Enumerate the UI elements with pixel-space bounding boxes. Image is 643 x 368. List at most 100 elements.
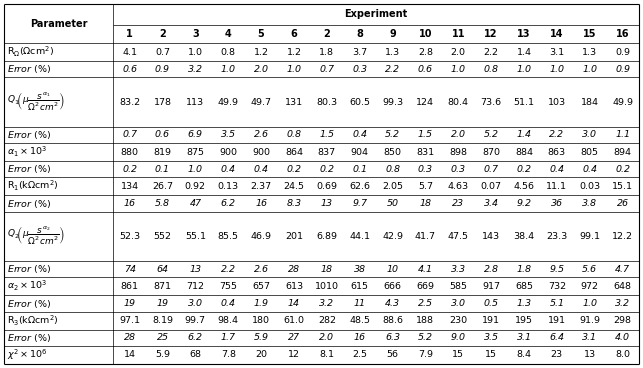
Text: 23: 23 [551, 350, 563, 360]
Text: 27: 27 [288, 333, 300, 342]
Text: $\mathit{Error}$ $\mathit{(\%)}$: $\mathit{Error}$ $\mathit{(\%)}$ [7, 263, 51, 275]
Text: 2.2: 2.2 [484, 47, 498, 57]
Text: 0.2: 0.2 [287, 165, 302, 174]
Text: 99.1: 99.1 [579, 232, 600, 241]
Text: 4.1: 4.1 [418, 265, 433, 274]
Text: 7.8: 7.8 [221, 350, 236, 360]
Text: 6: 6 [291, 29, 297, 39]
Text: 124: 124 [417, 98, 435, 107]
Text: 3.7: 3.7 [352, 47, 367, 57]
Text: 88.6: 88.6 [382, 316, 403, 325]
Text: 0.2: 0.2 [320, 165, 334, 174]
Text: 4.7: 4.7 [615, 265, 630, 274]
Text: 12.2: 12.2 [612, 232, 633, 241]
Text: 19: 19 [123, 299, 136, 308]
Text: 0.9: 0.9 [615, 47, 630, 57]
Text: 46.9: 46.9 [251, 232, 271, 241]
Text: 103: 103 [548, 98, 566, 107]
Text: 871: 871 [154, 282, 172, 291]
Text: 1.2: 1.2 [287, 47, 302, 57]
Text: 9.2: 9.2 [516, 199, 532, 208]
Text: 904: 904 [350, 148, 368, 157]
Text: 5.8: 5.8 [155, 199, 170, 208]
Text: 19: 19 [156, 299, 168, 308]
Text: 98.4: 98.4 [218, 316, 239, 325]
Text: 18: 18 [321, 265, 333, 274]
Text: 201: 201 [285, 232, 303, 241]
Text: 9.5: 9.5 [549, 265, 565, 274]
Text: 14: 14 [288, 299, 300, 308]
Text: 864: 864 [285, 148, 303, 157]
Text: 870: 870 [482, 148, 500, 157]
Text: 180: 180 [252, 316, 270, 325]
Text: 282: 282 [318, 316, 336, 325]
Text: 1.2: 1.2 [253, 47, 269, 57]
Text: 230: 230 [449, 316, 467, 325]
Text: 805: 805 [581, 148, 599, 157]
Text: 755: 755 [219, 282, 237, 291]
Text: 0.1: 0.1 [352, 165, 367, 174]
Text: 8.4: 8.4 [516, 350, 532, 360]
Text: 685: 685 [515, 282, 533, 291]
Text: 131: 131 [285, 98, 303, 107]
Text: 3.0: 3.0 [451, 299, 466, 308]
Text: 8: 8 [356, 29, 363, 39]
Text: 819: 819 [154, 148, 172, 157]
Text: $Q_2\!\left(\mu \dfrac{s^{\alpha_2}}{\Omega^2 cm^2}\right)$: $Q_2\!\left(\mu \dfrac{s^{\alpha_2}}{\Om… [7, 225, 65, 248]
Text: 0.7: 0.7 [320, 65, 334, 74]
Text: 0.4: 0.4 [352, 130, 367, 139]
Text: 2.2: 2.2 [385, 65, 400, 74]
Text: 91.9: 91.9 [579, 316, 600, 325]
Text: 1.4: 1.4 [516, 47, 532, 57]
Text: 831: 831 [416, 148, 435, 157]
Text: 0.8: 0.8 [221, 47, 236, 57]
Text: 1.8: 1.8 [516, 265, 532, 274]
Text: 3.1: 3.1 [582, 333, 597, 342]
Text: 0.4: 0.4 [221, 165, 236, 174]
Text: 184: 184 [581, 98, 599, 107]
Text: 657: 657 [252, 282, 270, 291]
Text: 23.3: 23.3 [546, 232, 568, 241]
Text: 13: 13 [321, 199, 333, 208]
Text: $\chi^2 \times 10^6$: $\chi^2 \times 10^6$ [7, 348, 48, 362]
Text: 6.4: 6.4 [549, 333, 565, 342]
Text: 80.3: 80.3 [316, 98, 338, 107]
Text: 861: 861 [121, 282, 139, 291]
Text: 0.8: 0.8 [484, 65, 498, 74]
Text: 3.4: 3.4 [484, 199, 498, 208]
Text: 5: 5 [258, 29, 264, 39]
Text: 15: 15 [485, 350, 497, 360]
Text: 0.92: 0.92 [185, 182, 206, 191]
Text: 52.3: 52.3 [119, 232, 140, 241]
Text: 16: 16 [354, 333, 366, 342]
Text: 3.8: 3.8 [582, 199, 597, 208]
Text: 42.9: 42.9 [382, 232, 403, 241]
Text: 0.7: 0.7 [155, 47, 170, 57]
Text: 64: 64 [156, 265, 168, 274]
Text: 2.8: 2.8 [418, 47, 433, 57]
Text: 47: 47 [190, 199, 201, 208]
Text: 99.7: 99.7 [185, 316, 206, 325]
Text: 5.9: 5.9 [155, 350, 170, 360]
Text: 178: 178 [154, 98, 172, 107]
Text: 143: 143 [482, 232, 500, 241]
Text: 2.2: 2.2 [221, 265, 236, 274]
Text: 16: 16 [616, 29, 629, 39]
Text: 0.07: 0.07 [480, 182, 502, 191]
Text: 83.2: 83.2 [119, 98, 140, 107]
Text: 1.3: 1.3 [582, 47, 597, 57]
Text: 36: 36 [551, 199, 563, 208]
Text: 28: 28 [288, 265, 300, 274]
Text: 5.2: 5.2 [418, 333, 433, 342]
Text: 7.9: 7.9 [418, 350, 433, 360]
Text: 49.9: 49.9 [612, 98, 633, 107]
Text: 837: 837 [318, 148, 336, 157]
Text: 0.6: 0.6 [122, 65, 137, 74]
Text: 8.0: 8.0 [615, 350, 630, 360]
Text: 191: 191 [548, 316, 566, 325]
Text: 3.0: 3.0 [188, 299, 203, 308]
Text: 3.1: 3.1 [516, 333, 532, 342]
Text: Parameter: Parameter [30, 18, 87, 29]
Text: 2.0: 2.0 [451, 47, 466, 57]
Text: 0.4: 0.4 [582, 165, 597, 174]
